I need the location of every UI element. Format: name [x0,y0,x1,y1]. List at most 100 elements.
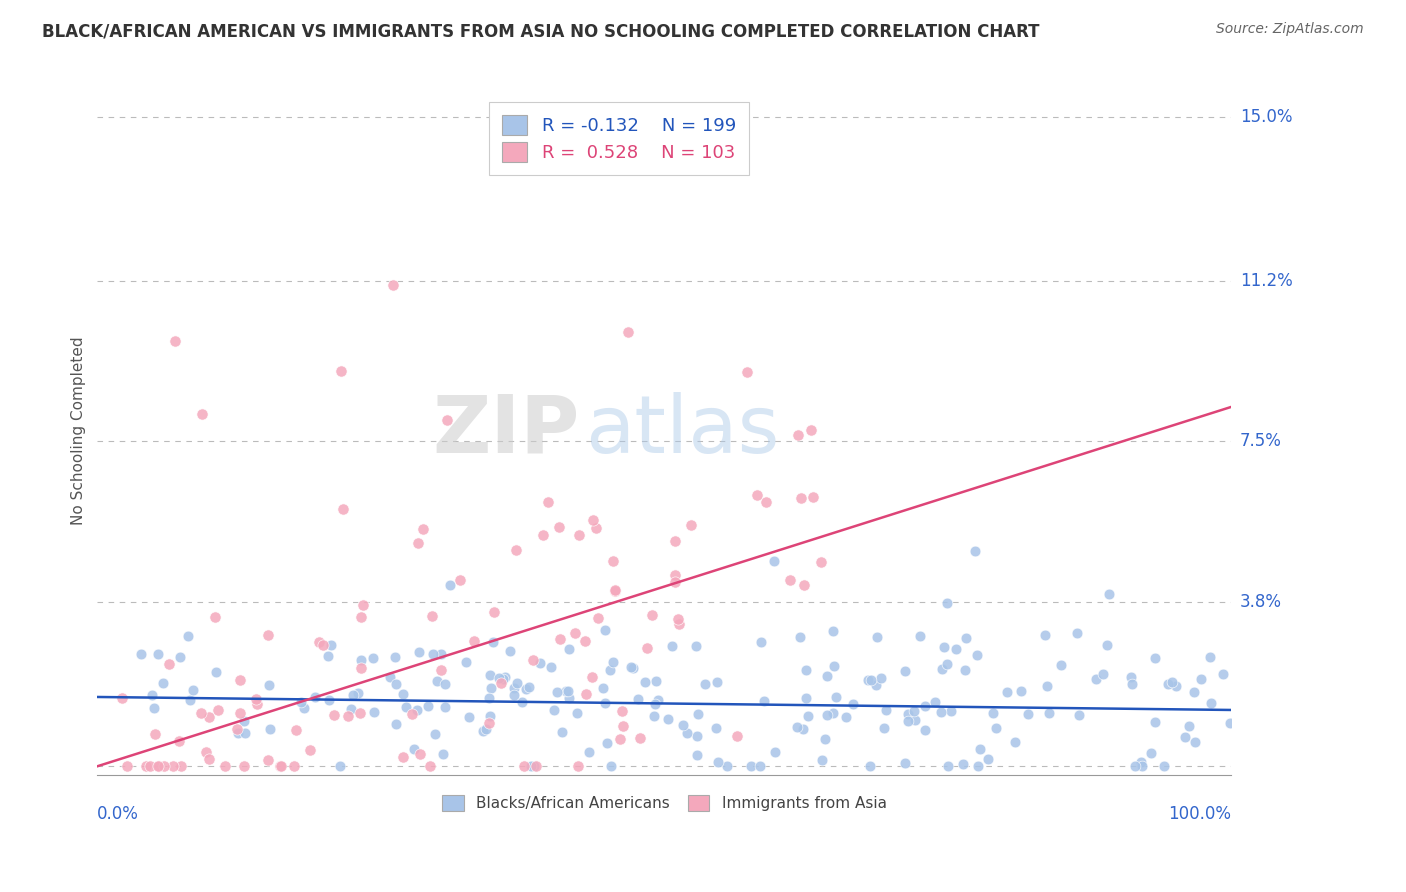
Point [914,698,936,713]
Point [581,670,603,684]
Point [1017,706,1039,721]
Point [146,759,169,773]
Point [233,759,256,773]
Point [284,723,307,738]
Point [471,724,494,739]
Point [392,687,415,701]
Point [115,759,138,773]
Point [686,707,709,722]
Point [815,669,838,683]
Point [945,642,967,657]
Point [876,703,898,717]
Point [612,704,634,718]
Point [934,640,956,655]
Point [458,710,481,724]
Point [599,759,621,773]
Point [204,609,226,624]
Point [283,759,305,773]
Point [165,334,187,348]
Point [204,665,226,680]
Point [870,671,893,685]
Point [1119,670,1142,684]
Point [779,573,801,587]
Point [936,596,959,610]
Point [1035,628,1057,642]
Point [1066,626,1088,640]
Point [672,718,695,732]
Point [621,660,644,674]
Point [257,628,280,642]
Point [207,703,229,717]
Point [392,749,415,764]
Point [1199,649,1222,664]
Point [602,656,624,670]
Point [170,759,193,773]
Point [893,756,915,771]
Point [477,715,499,730]
Point [436,412,458,426]
Point [859,673,882,687]
Point [506,675,529,690]
Point [479,709,502,723]
Point [575,687,598,701]
Text: Source: ZipAtlas.com: Source: ZipAtlas.com [1216,22,1364,37]
Point [434,677,457,691]
Point [977,752,1000,766]
Point [644,698,666,712]
Point [897,714,920,728]
Point [952,757,974,772]
Point [336,709,359,723]
Point [141,688,163,702]
Point [904,713,927,727]
Point [181,683,204,698]
Point [259,723,281,737]
Point [564,626,586,640]
Point [1212,666,1234,681]
Point [342,688,364,702]
Point [792,723,814,737]
Point [408,536,430,550]
Point [765,745,787,759]
Point [111,691,134,706]
Point [1050,657,1073,672]
Point [153,759,176,773]
Point [225,722,247,736]
Point [1069,708,1091,723]
Point [693,677,716,691]
Point [740,759,762,773]
Point [1189,672,1212,686]
Point [936,657,959,671]
Point [430,663,453,677]
Point [557,683,579,698]
Point [565,706,588,720]
Point [179,692,201,706]
Point [481,635,503,649]
Point [384,649,406,664]
Point [523,759,546,773]
Point [897,706,920,721]
Point [408,645,430,659]
Point [568,528,591,542]
Point [1219,716,1241,731]
Point [494,670,516,684]
Point [146,648,169,662]
Point [596,735,619,749]
Point [995,685,1018,699]
Point [432,747,454,761]
Point [825,690,848,705]
Point [449,573,471,587]
Point [582,513,605,527]
Point [517,680,540,694]
Point [363,705,385,719]
Point [626,692,648,706]
Point [814,731,837,746]
Point [385,677,408,691]
Point [540,660,562,674]
Point [984,721,1007,735]
Point [426,673,449,688]
Point [246,697,269,711]
Point [232,714,254,728]
Point [842,698,865,712]
Point [1132,759,1154,773]
Point [329,759,352,773]
